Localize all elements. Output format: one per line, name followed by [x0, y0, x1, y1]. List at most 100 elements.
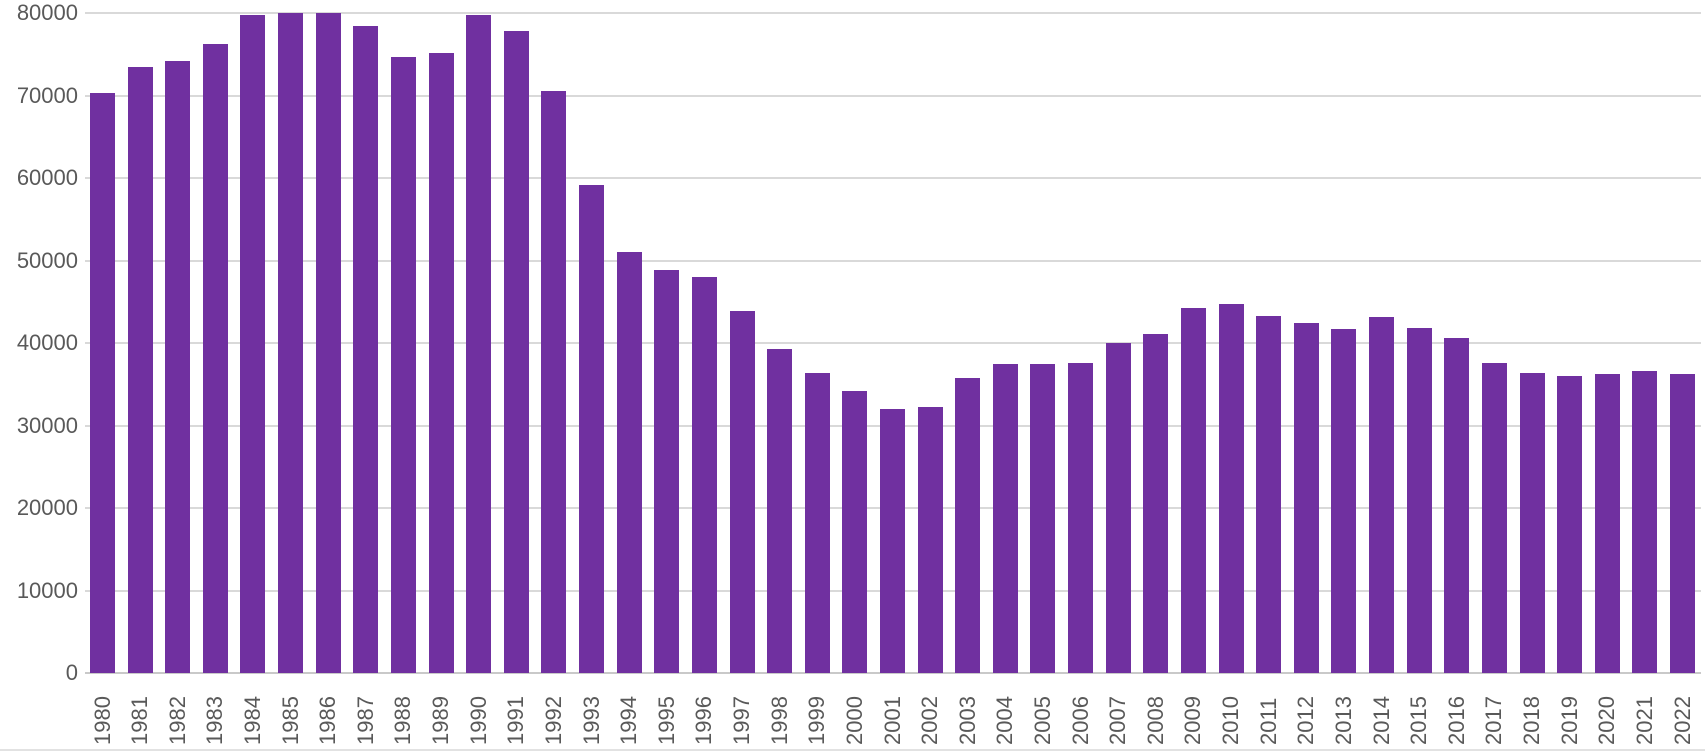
gridline [85, 12, 1701, 14]
bar-1991 [503, 31, 529, 673]
x-axis-tick-label: 2007 [1105, 696, 1131, 745]
x-axis-tick-label: 1982 [164, 696, 190, 745]
bar-2011 [1256, 315, 1282, 673]
bar-1988 [390, 56, 416, 673]
y-axis-tick-label: 80000 [16, 0, 78, 25]
x-axis-tick-label: 2013 [1330, 696, 1356, 745]
x-axis-tick-label: 1999 [804, 696, 830, 745]
bar-2017 [1481, 362, 1507, 673]
bar-1997 [729, 310, 755, 673]
bar-2015 [1406, 328, 1432, 673]
x-axis-tick-label: 2009 [1180, 696, 1206, 745]
bar-2010 [1218, 304, 1244, 673]
x-axis-tick-label: 2018 [1519, 696, 1545, 745]
x-axis-tick-label: 2016 [1443, 696, 1469, 745]
x-axis-tick-label: 2020 [1594, 696, 1620, 745]
x-axis-tick-label: 1992 [540, 696, 566, 745]
y-axis-tick-label: 30000 [16, 412, 78, 438]
x-axis-tick-label: 1994 [616, 696, 642, 745]
bar-2001 [880, 409, 905, 673]
x-axis-tick-label: 1985 [277, 696, 303, 745]
y-axis-tick-label: 60000 [16, 165, 78, 190]
x-axis-tick-label: 2005 [1029, 696, 1055, 745]
gridline [85, 94, 1701, 97]
x-axis-tick-label: 1988 [390, 696, 416, 745]
bar-1989 [428, 52, 454, 673]
x-axis-tick-label: 1984 [239, 696, 265, 745]
gridline [85, 259, 1701, 262]
bar-2012 [1293, 323, 1319, 673]
bar-1980 [90, 93, 115, 673]
x-axis-tick-label: 2011 [1255, 697, 1281, 745]
window-bottom-border [0, 749, 1705, 751]
x-axis-tick-label: 2000 [841, 696, 867, 745]
x-axis-line [85, 672, 1701, 674]
x-axis-tick-label: 2001 [879, 696, 905, 745]
x-axis-tick-label: 2008 [1142, 696, 1168, 745]
gridline [85, 342, 1701, 344]
x-axis-tick-label: 2006 [1067, 696, 1093, 745]
bar-2019 [1557, 376, 1583, 673]
bar-2007 [1105, 343, 1131, 673]
bar-2014 [1369, 316, 1395, 673]
bar-2020 [1594, 373, 1620, 673]
bar-2000 [842, 390, 868, 673]
bar-1985 [278, 13, 304, 673]
bar-1998 [767, 348, 793, 673]
bar-2004 [992, 364, 1018, 673]
gridline [85, 177, 1701, 179]
x-axis-tick-label: 1980 [89, 696, 115, 745]
bar-2013 [1331, 328, 1357, 673]
bar-2008 [1143, 333, 1169, 673]
x-axis-tick-label: 2017 [1481, 696, 1507, 745]
x-axis-tick-label: 1981 [127, 696, 153, 745]
bar-1996 [691, 277, 717, 673]
bar-1992 [541, 90, 567, 673]
x-axis-tick-label: 2002 [917, 696, 943, 745]
y-axis-tick-label: 70000 [16, 82, 78, 108]
bar-1999 [804, 372, 830, 673]
bar-2002 [917, 407, 943, 673]
bar-1981 [127, 66, 153, 673]
bar-1984 [240, 14, 266, 673]
bar-1986 [315, 13, 341, 673]
bar-1994 [616, 252, 642, 673]
y-axis-tick-label: 20000 [16, 495, 78, 520]
bar-1982 [165, 60, 191, 673]
x-axis-tick-label: 2015 [1406, 696, 1432, 745]
y-axis-tick-label: 50000 [16, 247, 78, 273]
bar-2009 [1180, 307, 1206, 673]
x-axis-tick-label: 2019 [1556, 696, 1582, 745]
x-axis-tick-label: 1997 [729, 696, 755, 745]
bar-2022 [1670, 373, 1695, 673]
x-axis-tick-label: 2022 [1669, 696, 1695, 745]
bar-2003 [955, 377, 981, 673]
bar-2021 [1632, 371, 1658, 673]
x-axis-tick-label: 2014 [1368, 696, 1394, 745]
x-axis-tick-label: 1993 [578, 696, 604, 745]
x-axis-tick-label: 1995 [653, 696, 679, 745]
bar-2016 [1444, 338, 1470, 673]
bar-2006 [1068, 362, 1094, 673]
x-axis-tick-label: 1990 [465, 696, 491, 745]
y-axis-tick-label: 10000 [16, 577, 78, 603]
x-axis-tick-label: 2021 [1631, 696, 1657, 745]
bar-2018 [1519, 372, 1545, 673]
bar-1987 [353, 26, 379, 673]
y-axis-tick-label: 0 [65, 660, 78, 685]
x-axis-tick-label: 1983 [202, 696, 228, 745]
x-axis-tick-label: 2003 [954, 696, 980, 745]
bar-2005 [1030, 364, 1056, 673]
bar-1983 [202, 43, 228, 673]
bar-1995 [654, 269, 680, 673]
bar-1993 [579, 185, 605, 673]
x-axis-tick-label: 2010 [1218, 696, 1244, 745]
x-axis-tick-label: 1998 [766, 696, 792, 745]
x-axis-tick-label: 1986 [315, 696, 341, 745]
x-axis-tick-label: 1989 [428, 696, 454, 745]
x-axis-tick-label: 2012 [1293, 696, 1319, 745]
x-axis-tick-label: 1987 [352, 696, 378, 745]
y-axis-tick-label: 40000 [16, 330, 78, 355]
x-axis-tick-label: 2004 [992, 696, 1018, 745]
